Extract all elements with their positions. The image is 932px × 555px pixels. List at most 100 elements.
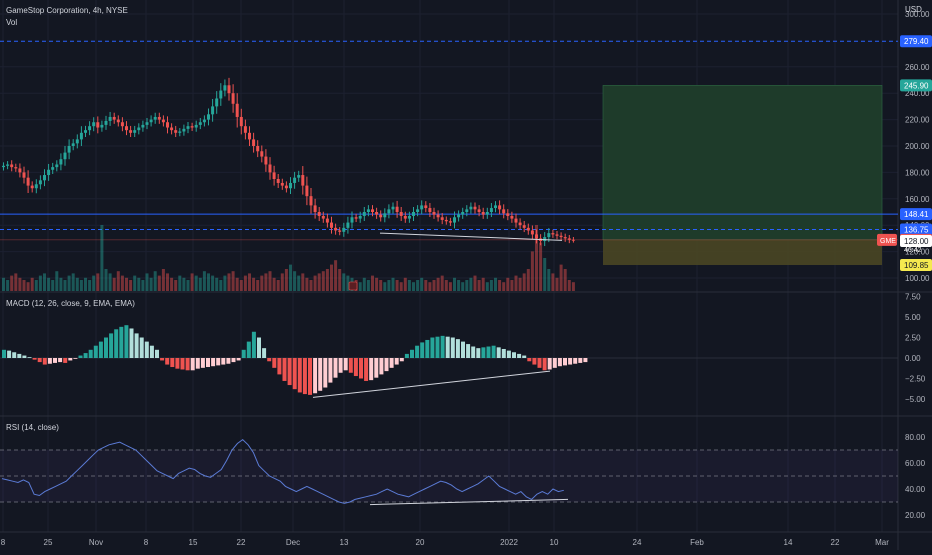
volume-bar: [202, 271, 206, 291]
candle-body: [59, 159, 63, 165]
volume-bar: [182, 277, 186, 291]
macd-histogram-bar: [532, 358, 537, 365]
volume-bar: [22, 280, 26, 291]
volume-bar: [170, 277, 174, 291]
candle-body: [264, 156, 268, 165]
time-tick-label: 15: [189, 538, 198, 547]
candle-body: [207, 114, 210, 120]
macd-histogram-bar: [134, 333, 139, 358]
candle-body: [494, 205, 497, 209]
volume-bar: [38, 275, 42, 291]
macd-histogram-bar: [353, 358, 358, 377]
volume-bar: [379, 280, 383, 291]
price-tag-label: 109.85: [904, 261, 929, 270]
macd-histogram-bar: [343, 358, 348, 371]
volume-bar: [473, 275, 477, 291]
candle-body: [313, 205, 317, 212]
macd-histogram-bar: [302, 358, 307, 395]
macd-histogram-bar: [272, 358, 277, 368]
candle-body: [358, 215, 362, 219]
macd-histogram-bar: [461, 341, 465, 358]
candle-body: [198, 122, 202, 125]
candle-body: [174, 130, 178, 133]
volume-bar: [235, 277, 239, 291]
volume-bar: [34, 280, 38, 291]
volume-bar: [391, 277, 395, 291]
macd-histogram-bar: [109, 333, 114, 358]
macd-histogram-bar: [491, 345, 496, 358]
volume-bar: [276, 280, 280, 291]
time-tick-label: 2022: [500, 538, 518, 547]
candle-body: [346, 222, 350, 228]
profit-zone: [602, 85, 883, 241]
volume-bar: [88, 280, 92, 291]
time-tick-label: Dec: [286, 538, 300, 547]
candle-body: [157, 116, 161, 120]
candle-body: [293, 177, 297, 183]
volume-bar: [428, 282, 432, 291]
candle-body: [92, 122, 96, 127]
volume-bar: [477, 280, 481, 291]
macd-histogram-bar: [466, 344, 471, 358]
candle-body: [321, 215, 325, 219]
candle-body: [403, 215, 407, 219]
volume-bar: [284, 269, 288, 291]
macd-tick-label: −5.00: [905, 395, 926, 404]
volume-bar: [436, 277, 440, 291]
macd-histogram-bar: [471, 346, 476, 358]
volume-bar: [239, 280, 243, 291]
macd-histogram-bar: [374, 358, 379, 378]
volume-bar: [346, 275, 350, 291]
volume-bar: [424, 280, 428, 291]
time-tick-label: 24: [633, 538, 642, 547]
volume-bar: [186, 280, 190, 291]
candle-body: [63, 152, 67, 160]
volume-bar: [543, 258, 547, 291]
candle-body: [145, 122, 149, 125]
macd-histogram-bar: [501, 348, 506, 358]
macd-tick-label: −2.50: [905, 375, 926, 384]
price-tag: [900, 208, 932, 221]
macd-histogram-bar: [517, 353, 522, 358]
volume-bar: [407, 280, 411, 291]
candle-body: [498, 205, 502, 210]
volume-bar: [297, 275, 301, 291]
macd-histogram-bar: [47, 358, 52, 364]
macd-histogram-bar: [313, 358, 318, 394]
symbol-title: GameStop Corporation, 4h, NYSE: [6, 6, 128, 15]
candle-body: [202, 119, 206, 123]
volume-bar: [264, 273, 268, 291]
price-tick-label: 220.00: [905, 116, 930, 125]
macd-histogram-bar: [53, 358, 57, 363]
macd-histogram-bar: [573, 358, 578, 364]
candle-body: [387, 209, 391, 214]
time-tick-label: 22: [237, 538, 246, 547]
macd-histogram-bar: [78, 355, 83, 358]
volume-bar: [416, 280, 420, 291]
macd-histogram-bar: [129, 328, 134, 358]
volume-bar: [448, 282, 452, 291]
candle-body: [2, 165, 5, 168]
time-tick-label: 10: [550, 538, 559, 547]
price-tick-label: 180.00: [905, 168, 930, 177]
candle-body: [297, 175, 301, 178]
candle-body: [334, 227, 338, 231]
candle-body: [551, 233, 555, 235]
macd-histogram-bar: [104, 337, 108, 358]
macd-histogram-bar: [195, 358, 200, 369]
candle-body: [301, 175, 305, 186]
volume-bar: [444, 280, 448, 291]
price-tag-label: 279.40: [904, 37, 929, 46]
candle-body: [485, 212, 489, 215]
candle-body: [96, 122, 100, 128]
volume-bar: [178, 275, 182, 291]
macd-histogram-bar: [420, 342, 425, 358]
volume-bar: [141, 280, 145, 291]
volume-bar: [440, 275, 444, 291]
macd-histogram-bar: [2, 349, 6, 358]
volume-bar: [506, 277, 510, 291]
price-tag: [900, 223, 932, 236]
volume-bar: [133, 275, 137, 291]
